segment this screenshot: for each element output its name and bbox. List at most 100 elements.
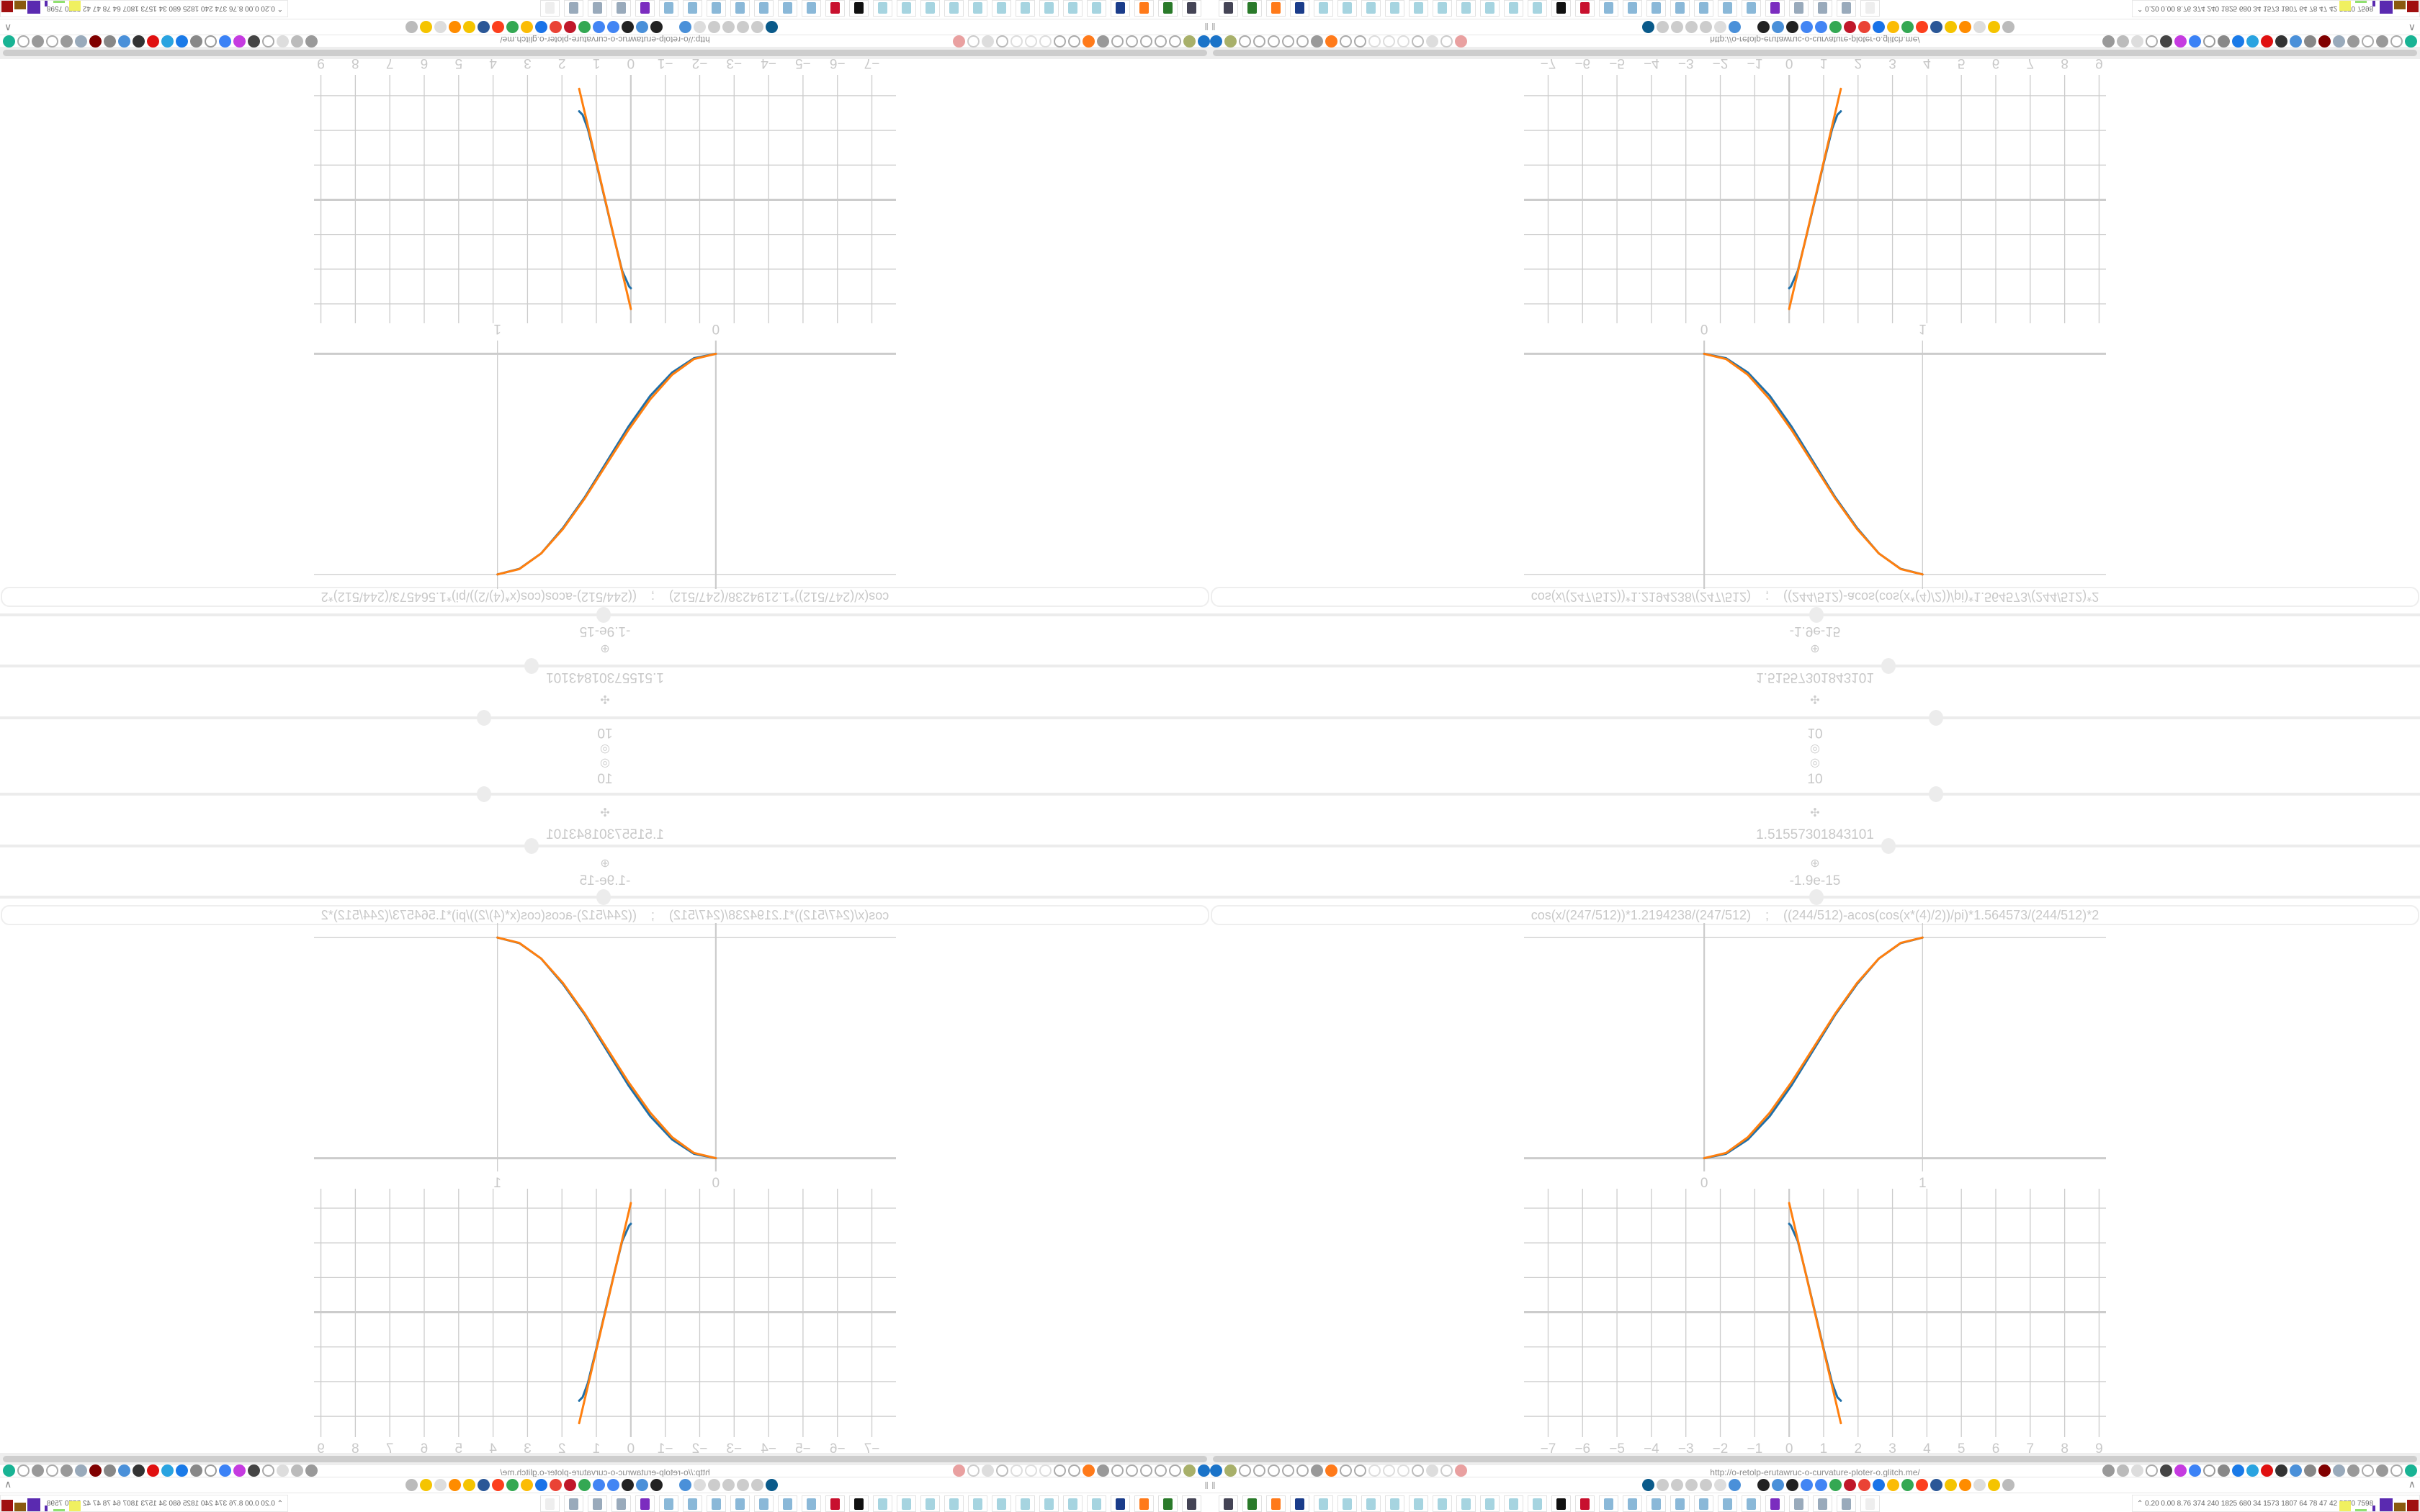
firefox-taskbar-button[interactable] <box>1266 0 1286 17</box>
clipboard-icon[interactable] <box>2304 35 2316 48</box>
calculator-taskbar-button[interactable] <box>1646 0 1666 17</box>
sun-icon[interactable] <box>449 1479 461 1491</box>
slider-thumb[interactable] <box>477 710 491 726</box>
shield-icon[interactable] <box>75 35 87 48</box>
share-icon[interactable] <box>2290 1464 2302 1477</box>
translate-icon[interactable] <box>2102 1464 2115 1477</box>
calculator-taskbar-button[interactable] <box>1670 0 1690 17</box>
notepad-taskbar-button[interactable] <box>1385 0 1404 17</box>
reload-icon[interactable] <box>262 35 274 48</box>
bookmark-icon[interactable] <box>1772 21 1784 33</box>
slider-3[interactable] <box>0 607 1210 623</box>
cc-icon[interactable] <box>1973 1479 1986 1491</box>
calculator-taskbar-button[interactable] <box>802 1495 821 1512</box>
script-taskbar-button[interactable] <box>588 1495 607 1512</box>
shield-icon[interactable] <box>2333 35 2345 48</box>
olive-circle-icon[interactable] <box>1224 1464 1237 1477</box>
gear-icon[interactable] <box>190 35 202 48</box>
notepad-taskbar-button[interactable] <box>873 1495 892 1512</box>
image-icon[interactable] <box>463 21 475 33</box>
inkscape-taskbar-button[interactable] <box>1551 0 1571 17</box>
yandex-icon[interactable] <box>492 1479 504 1491</box>
puzzle-icon[interactable] <box>46 1464 58 1477</box>
notepad-taskbar-button[interactable] <box>944 0 964 17</box>
share-icon[interactable] <box>118 35 130 48</box>
firefox-taskbar-button[interactable] <box>1134 0 1154 17</box>
google-icon[interactable] <box>506 1479 519 1491</box>
app-purple-taskbar-button[interactable] <box>1765 1495 1785 1512</box>
record-icon[interactable] <box>147 35 159 48</box>
google-icon[interactable] <box>578 21 591 33</box>
upload-icon[interactable] <box>2246 1464 2259 1477</box>
download-icon[interactable] <box>248 35 260 48</box>
ublock-icon[interactable] <box>89 1464 102 1477</box>
floppy-taskbar-button[interactable] <box>1290 0 1309 17</box>
slider-thumb[interactable] <box>524 658 539 674</box>
calculator-taskbar-button[interactable] <box>1646 1495 1666 1512</box>
notepad-taskbar-button[interactable] <box>897 0 916 17</box>
gear-icon[interactable] <box>17 35 30 48</box>
globe-icon[interactable] <box>2347 35 2360 48</box>
calculator-taskbar-button[interactable] <box>1623 0 1642 17</box>
grid-icon[interactable] <box>478 1479 490 1491</box>
upload-icon[interactable] <box>161 35 174 48</box>
script-taskbar-button[interactable] <box>588 0 607 17</box>
yandex-icon[interactable] <box>492 21 504 33</box>
slider-1[interactable] <box>1210 710 2420 726</box>
horizontal-scrollbar-thumb[interactable] <box>3 50 1207 56</box>
terminal-taskbar-button[interactable] <box>1242 1495 1262 1512</box>
chevron-up-icon[interactable]: ⌃ <box>274 1500 283 1508</box>
notepad-taskbar-button[interactable] <box>1480 1495 1500 1512</box>
wrench-icon[interactable] <box>32 1464 44 1477</box>
image-icon[interactable] <box>1945 21 1957 33</box>
google-icon[interactable] <box>578 1479 591 1491</box>
bookmark-icon[interactable] <box>564 21 576 33</box>
floppy-taskbar-button[interactable] <box>1111 1495 1130 1512</box>
image-icon[interactable] <box>420 21 432 33</box>
drag-handle-icon[interactable]: ‖ <box>1204 1480 1209 1491</box>
globe-icon[interactable] <box>1253 1464 1265 1477</box>
ublock-icon[interactable] <box>2318 1464 2331 1477</box>
image-icon[interactable] <box>1945 1479 1957 1491</box>
sound-icon[interactable] <box>751 21 763 33</box>
ublock-icon[interactable] <box>2318 35 2331 48</box>
calculator-taskbar-button[interactable] <box>1742 0 1761 17</box>
monitor-taskbar-button[interactable] <box>1182 0 1201 17</box>
puzzle-icon[interactable] <box>2362 1464 2374 1477</box>
record-icon[interactable] <box>2261 1464 2273 1477</box>
upload-icon[interactable] <box>161 1464 174 1477</box>
plus-icon[interactable] <box>176 35 188 48</box>
sound-icon[interactable] <box>722 1479 735 1491</box>
hourglass-icon[interactable] <box>2002 21 2015 33</box>
calculator-taskbar-button[interactable] <box>659 0 678 17</box>
plus-icon[interactable] <box>176 1464 188 1477</box>
google-icon[interactable] <box>1829 1479 1842 1491</box>
grid-icon[interactable] <box>1930 1479 1942 1491</box>
sound-icon[interactable] <box>694 21 706 33</box>
star-icon[interactable] <box>291 1464 303 1477</box>
slider-2[interactable] <box>1210 658 2420 674</box>
calculator-taskbar-button[interactable] <box>730 0 750 17</box>
terminal-taskbar-button[interactable] <box>1158 1495 1178 1512</box>
floppy-taskbar-button[interactable] <box>1290 1495 1309 1512</box>
notepad-taskbar-button[interactable] <box>1409 0 1428 17</box>
lock-slash-icon[interactable] <box>1455 1464 1467 1477</box>
pen-icon[interactable] <box>2174 35 2187 48</box>
notepad-taskbar-button[interactable] <box>1361 0 1381 17</box>
image-icon[interactable] <box>1988 21 2000 33</box>
calculator-taskbar-button[interactable] <box>1694 1495 1713 1512</box>
bookmark-icon[interactable] <box>535 1479 547 1491</box>
grid-icon[interactable] <box>478 21 490 33</box>
mouse-icon[interactable] <box>205 1464 217 1477</box>
dot-icon[interactable] <box>1368 1464 1381 1477</box>
inkscape-taskbar-button[interactable] <box>1551 1495 1571 1512</box>
back-arrow-icon[interactable] <box>1426 1464 1438 1477</box>
formula-input[interactable]: cos(x/(247/512))*1.2194238/(247/512) ; (… <box>1 587 1209 607</box>
horizontal-scrollbar-thumb[interactable] <box>1213 50 2417 56</box>
calculator-taskbar-button[interactable] <box>778 1495 797 1512</box>
wikipedia-icon[interactable] <box>1743 1479 1755 1491</box>
calculator-taskbar-button[interactable] <box>1623 1495 1642 1512</box>
script-taskbar-button[interactable] <box>564 1495 583 1512</box>
translate-icon[interactable] <box>607 1479 619 1491</box>
chevron-up-icon[interactable]: ⌃ <box>2137 1500 2146 1508</box>
